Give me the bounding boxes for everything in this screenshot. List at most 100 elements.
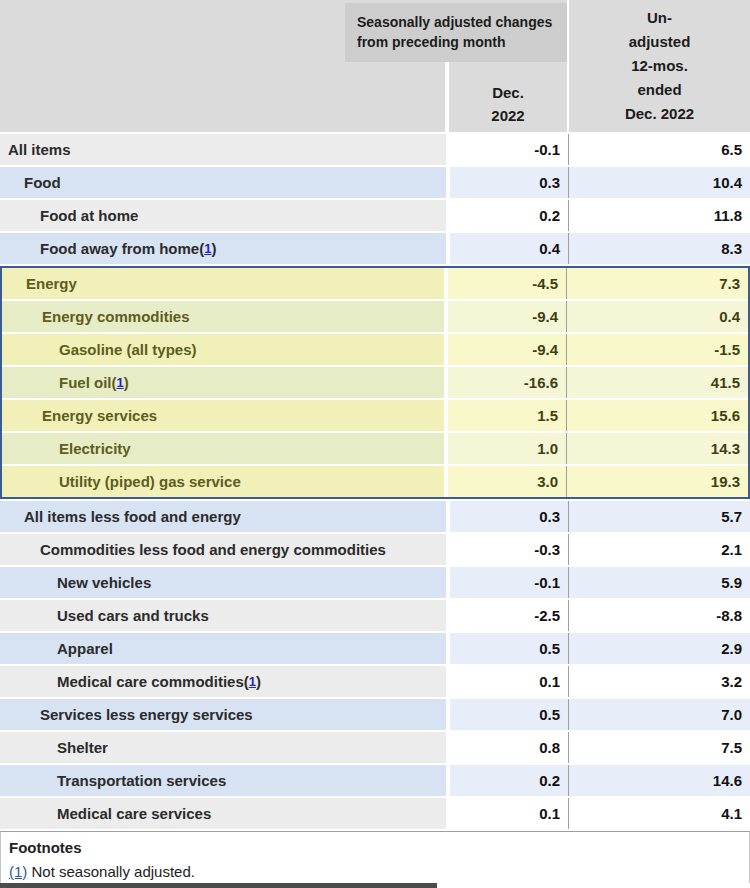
- ua-value-cell: 2.9: [569, 633, 750, 664]
- row-label-text: Medical care commodities: [57, 673, 244, 690]
- table-row: Food away from home(1)0.48.3: [0, 233, 750, 264]
- row-label: Energy commodities: [2, 301, 444, 332]
- ua-value-cell: 2.1: [569, 534, 750, 565]
- footnote-ref-link[interactable]: 1: [249, 674, 256, 689]
- ua-value-cell: 6.5: [569, 134, 750, 165]
- row-label: Shelter: [0, 732, 446, 763]
- row-label-text: Services less energy services: [40, 706, 253, 723]
- header-line: Dec.: [492, 81, 524, 104]
- ua-value-cell: 7.0: [569, 699, 750, 730]
- row-label: New vehicles: [0, 567, 446, 598]
- sa-value-cell: 0.5: [450, 633, 568, 664]
- table-row: Services less energy services 0.57.0: [0, 699, 750, 730]
- table-row: Transportation services 0.214.6: [0, 765, 750, 796]
- ua-value-cell: 3.2: [569, 666, 750, 697]
- row-label: Medical care commodities(1): [0, 666, 446, 697]
- table-row: Energy commodities-9.40.4: [2, 301, 748, 332]
- energy-highlight-block: Energy-4.57.3Energy commodities-9.40.4Ga…: [0, 266, 750, 499]
- footnote-item: (1) Not seasonally adjusted.: [9, 863, 741, 880]
- sa-value-cell: 0.4: [450, 233, 568, 264]
- sa-value-cell: -9.4: [448, 334, 566, 365]
- next-section-partial-bar: [0, 883, 437, 888]
- table-row: Medical care services 0.14.1: [0, 798, 750, 829]
- row-label: Food away from home(1): [0, 233, 446, 264]
- header-line: adjusted: [629, 30, 691, 54]
- row-label: Utility (piped) gas service: [2, 466, 444, 497]
- footnote-ref-paren: ): [211, 240, 216, 257]
- sa-value-cell: 0.3: [450, 501, 568, 532]
- sa-value-cell: 0.1: [450, 666, 568, 697]
- row-label: Commodities less food and energy commodi…: [0, 534, 446, 565]
- table-row: Food at home0.211.8: [0, 200, 750, 231]
- row-label-text: Medical care services: [57, 805, 211, 822]
- header-line: 2022: [491, 104, 524, 127]
- table-row: All items less food and energy 0.35.7: [0, 501, 750, 532]
- footnote-ref-paren: ): [124, 374, 129, 391]
- row-label: All items: [0, 134, 446, 165]
- table-row: All items -0.16.5: [0, 134, 750, 165]
- row-label: Apparel: [0, 633, 446, 664]
- row-label: Fuel oil(1): [2, 367, 444, 398]
- row-label-text: Transportation services: [57, 772, 226, 789]
- ua-value-cell: 15.6: [567, 400, 748, 431]
- ua-value-cell: -1.5: [567, 334, 748, 365]
- rows-top-section: All items-0.16.5Food0.310.4Food at home0…: [0, 134, 750, 264]
- row-label-text: New vehicles: [57, 574, 151, 591]
- row-label-text: Food at home: [40, 207, 138, 224]
- ua-value-cell: 10.4: [569, 167, 750, 198]
- row-label-text: Shelter: [57, 739, 108, 756]
- table-row: Gasoline (all types) -9.4-1.5: [2, 334, 748, 365]
- row-label-text: Energy commodities: [42, 308, 190, 325]
- header-line: ended: [637, 78, 681, 102]
- ua-value-cell: 0.4: [567, 301, 748, 332]
- row-label-text: Utility (piped) gas service: [59, 473, 241, 490]
- table-row: Energy services 1.515.6: [2, 400, 748, 431]
- row-label-text: Energy services: [42, 407, 157, 424]
- sa-value-cell: 0.2: [450, 765, 568, 796]
- row-label-text: Food: [24, 174, 61, 191]
- row-label: Food: [0, 167, 446, 198]
- ua-value-cell: 5.9: [569, 567, 750, 598]
- column-header-unadjusted-12mos: Un-adjusted12-mos.endedDec. 2022: [569, 0, 750, 132]
- sa-value-cell: 1.0: [448, 433, 566, 464]
- footnote-ref-paren: ): [256, 673, 261, 690]
- ua-value-cell: 5.7: [569, 501, 750, 532]
- table-row: Shelter0.87.5: [0, 732, 750, 763]
- row-label-text: Apparel: [57, 640, 113, 657]
- ua-value-cell: 4.1: [569, 798, 750, 829]
- sa-value-cell: 0.3: [450, 167, 568, 198]
- footnote-text: Not seasonally adjusted.: [32, 863, 195, 880]
- footnote-ref-link[interactable]: 1: [117, 375, 124, 390]
- footnote-ref-link[interactable]: 1: [204, 241, 211, 256]
- row-label: Gasoline (all types): [2, 334, 444, 365]
- sa-value-cell: -0.1: [450, 134, 568, 165]
- table-row: Food 0.310.4: [0, 167, 750, 198]
- row-label-text: All items less food and energy: [24, 508, 241, 525]
- sa-value-cell: -0.3: [450, 534, 568, 565]
- row-label-text: Used cars and trucks: [57, 607, 209, 624]
- ua-value-cell: 19.3: [567, 466, 748, 497]
- row-label-text: Gasoline (all types): [59, 341, 197, 358]
- table-row: New vehicles-0.15.9: [0, 567, 750, 598]
- row-label: All items less food and energy: [0, 501, 446, 532]
- sa-value-cell: 0.5: [450, 699, 568, 730]
- sa-value-cell: 3.0: [448, 466, 566, 497]
- sa-value-cell: 1.5: [448, 400, 566, 431]
- table-header: Seasonally adjusted changes from precedi…: [0, 0, 750, 132]
- sa-value-cell: -16.6: [448, 367, 566, 398]
- table-row: Apparel 0.52.9: [0, 633, 750, 664]
- row-label-text: All items: [8, 141, 71, 158]
- row-label: Transportation services: [0, 765, 446, 796]
- footnote-backref-link[interactable]: (1): [9, 863, 27, 880]
- row-label: Energy services: [2, 400, 444, 431]
- table-row: Utility (piped) gas service 3.019.3: [2, 466, 748, 497]
- header-line: Un-: [647, 6, 672, 30]
- row-label: Used cars and trucks: [0, 600, 446, 631]
- table-row: Commodities less food and energy commodi…: [0, 534, 750, 565]
- ua-value-cell: 14.6: [569, 765, 750, 796]
- footnotes-section: Footnotes (1) Not seasonally adjusted.: [0, 831, 750, 883]
- header-line: 12-mos.: [631, 54, 688, 78]
- sa-value-cell: 0.1: [450, 798, 568, 829]
- sa-value-cell: 0.8: [450, 732, 568, 763]
- row-label-text: Electricity: [59, 440, 131, 457]
